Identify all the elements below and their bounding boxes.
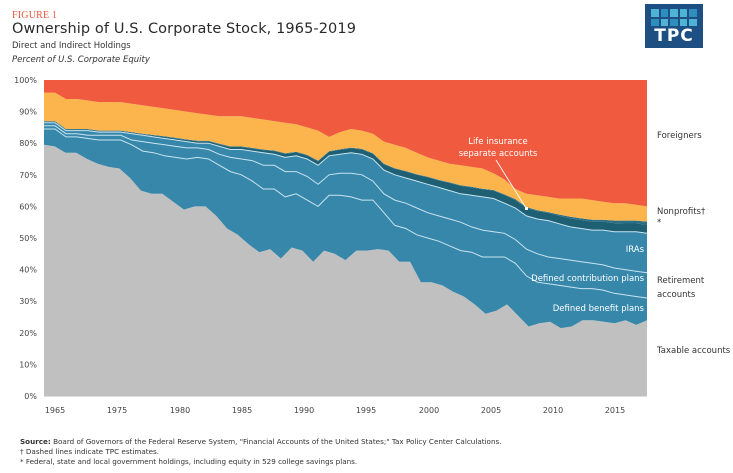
annotation-defined-contribution: Defined contribution plans <box>531 274 644 284</box>
logo-grid-icon <box>651 9 697 26</box>
footer-note-dagger: † Dashed lines indicate TPC estimates. <box>20 447 160 456</box>
logo-text: TPC <box>654 26 694 46</box>
tpc-logo: TPC <box>645 4 703 48</box>
line-defined-benefit-top <box>44 128 648 299</box>
divider-lines <box>44 122 648 299</box>
band-life-insurance <box>44 121 647 234</box>
chart-subtitle: Direct and Indirect Holdings <box>12 41 131 51</box>
chart-title: Ownership of U.S. Corporate Stock, 1965-… <box>12 21 357 37</box>
y-tick-label: 60% <box>19 202 37 211</box>
source-text: Board of Governors of the Federal Reserv… <box>50 437 502 446</box>
y-tick-label: 10% <box>19 360 37 369</box>
x-tick-label: 1965 <box>45 406 65 415</box>
annotation-arrow-line <box>495 159 527 209</box>
legend-government: * <box>657 218 661 228</box>
annotation-arrow-head <box>525 207 528 210</box>
legend-nonprofits: Nonprofits† <box>657 207 706 217</box>
y-axis-label: Percent of U.S. Corporate Equity <box>12 55 150 65</box>
y-tick-label: 40% <box>19 266 37 275</box>
annotation-life-insurance-line2: separate accounts <box>459 149 538 159</box>
legend-retirement-line2: accounts <box>657 290 696 300</box>
y-axis: 0% 10% 20% 30% 40% 50% 60% 70% 80% 90% 100% <box>14 76 37 401</box>
x-tick-label: 1990 <box>294 406 314 415</box>
band-defined-contribution <box>44 125 647 298</box>
annotation-iras: IRAs <box>626 245 645 255</box>
legend-retirement-line1: Retirement <box>657 276 705 286</box>
x-tick-label: 2005 <box>481 406 501 415</box>
x-tick-label: 1975 <box>107 406 127 415</box>
x-tick-label: 2010 <box>543 406 563 415</box>
legend-foreigners: Foreigners <box>657 131 702 141</box>
x-tick-label: 1980 <box>170 406 190 415</box>
y-tick-label: 90% <box>19 108 37 117</box>
band-foreigners <box>44 80 647 207</box>
y-tick-label: 30% <box>19 297 37 306</box>
y-tick-label: 100% <box>14 76 37 85</box>
legend-taxable: Taxable accounts <box>656 346 731 356</box>
band-iras <box>44 122 647 273</box>
band-taxable-accounts <box>44 144 647 396</box>
footer-source: Source: Board of Governors of the Federa… <box>20 437 502 446</box>
line-defined-contribution-top <box>44 125 648 274</box>
band-defined-benefit <box>44 129 647 329</box>
y-tick-label: 20% <box>19 329 37 338</box>
line-iras-top <box>44 122 648 234</box>
area-bands <box>44 80 647 396</box>
x-tick-label: 1995 <box>356 406 376 415</box>
x-axis: 1965 1975 1980 1985 1990 1995 2000 2005 2010 2015 <box>45 406 625 415</box>
source-label: Source: <box>20 437 51 446</box>
y-tick-label: 50% <box>19 234 37 243</box>
y-tick-label: 0% <box>24 392 37 401</box>
x-tick-label: 2000 <box>419 406 439 415</box>
y-tick-label: 80% <box>19 139 37 148</box>
footer-note-star: * Federal, state and local government ho… <box>20 457 358 466</box>
x-tick-label: 2015 <box>605 406 625 415</box>
annotation-life-insurance-line1: Life insurance <box>468 137 528 147</box>
annotation-defined-benefit: Defined benefit plans <box>553 304 645 314</box>
x-tick-label: 1985 <box>232 406 252 415</box>
band-nonprofits <box>44 92 647 222</box>
y-tick-label: 70% <box>19 171 37 180</box>
figure-label: FIGURE 1 <box>12 10 58 21</box>
